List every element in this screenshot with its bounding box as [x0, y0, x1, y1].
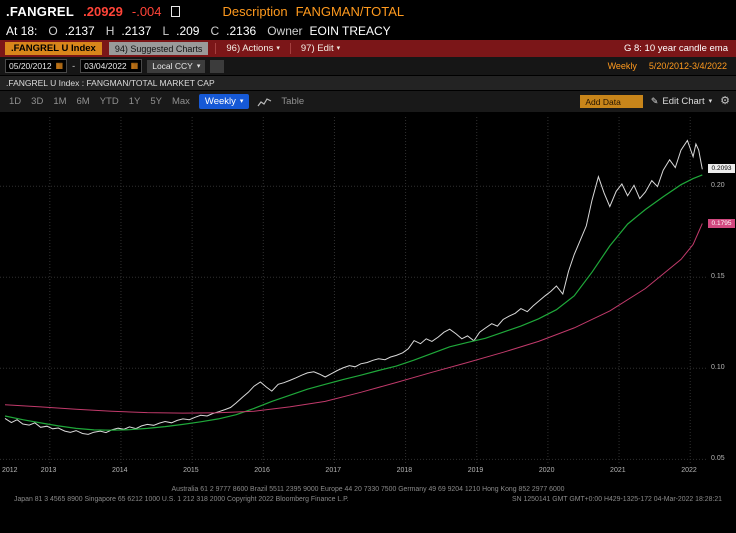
edit-menu[interactable]: 97) Edit ▾ [300, 43, 341, 54]
low-label: L [162, 24, 170, 38]
chart-area: 0.2093 0.1795 0.05 0.10 0.15 0.20 2012 2013 2… [0, 113, 736, 479]
chevron-down-icon: ▾ [196, 62, 201, 70]
period-dropdown[interactable]: Weekly ▾ [198, 94, 250, 109]
high-label: H [105, 24, 115, 38]
pencil-icon: ✎ [650, 96, 659, 106]
menubar-separator [215, 43, 217, 54]
x-tick-label: 2015 [183, 467, 199, 474]
y-tick-label: 0.20 [711, 182, 725, 190]
gear-icon[interactable]: ⚙ [720, 95, 730, 107]
chart-title: .FANGREL U Index : FANGMAN/TOTAL MARKET … [6, 78, 215, 88]
session-time-label: At 18: [6, 24, 38, 38]
calendar-icon: ▦ [130, 61, 139, 70]
range-button-5y[interactable]: 5Y [150, 96, 162, 107]
high-value: .2137 [121, 24, 152, 38]
x-tick-label: 2016 [254, 467, 270, 474]
table-button[interactable]: Table [281, 96, 305, 107]
chart-slot-label: G 8: 10 year candle ema [623, 43, 728, 54]
start-date-input[interactable]: 05/20/2012 ▦ [5, 59, 68, 73]
x-tick-label: 2019 [467, 467, 484, 474]
suggested-charts-button[interactable]: 94) Suggested Charts [108, 42, 209, 55]
description-field: Description FANGMAN/TOTAL [223, 4, 405, 19]
range-button-max[interactable]: Max [171, 96, 190, 107]
x-tick-label: 2013 [40, 467, 57, 474]
period-range-readout: Weekly 5/20/2012-3/4/2022 [608, 61, 731, 71]
chevron-down-icon: ▾ [336, 45, 341, 52]
currency-dropdown[interactable]: Local CCY ▾ [147, 59, 206, 73]
x-tick-label: 2022 [681, 467, 697, 474]
chevron-down-icon: ▾ [708, 98, 713, 105]
close-label: C [210, 24, 220, 38]
chart-plot[interactable] [0, 117, 708, 463]
low-value: .209 [176, 24, 200, 38]
y-tick-label: 0.05 [711, 455, 725, 463]
footer-session-info: SN 1250141 GMT GMT+0:00 H429-1325-172 04… [512, 496, 722, 503]
footer-contacts-line1: Australia 61 2 9777 8600 Brazil 5511 239… [171, 486, 565, 493]
owner-label: Owner [267, 24, 303, 38]
calendar-icon: ▦ [55, 61, 64, 70]
y-tick-label: 0.10 [711, 364, 725, 372]
chart-toolbar: 1D 3D 1M 6M YTD 1Y 5Y Max Weekly ▾ Table Add Dat… [0, 91, 736, 113]
menubar-separator [289, 43, 291, 54]
ticker-symbol: .FANGREL [6, 4, 75, 19]
edit-chart-button[interactable]: ✎ Edit Chart ▾ [650, 96, 713, 107]
chart-title-bar: .FANGREL U Index : FANGMAN/TOTAL MARKET … [0, 76, 736, 91]
end-date-input[interactable]: 03/04/2022 ▦ [80, 59, 143, 73]
range-button-1y[interactable]: 1Y [128, 96, 141, 107]
x-tick-label: 2021 [610, 467, 626, 474]
range-button-1m[interactable]: 1M [53, 96, 67, 107]
chevron-down-icon: ▾ [276, 45, 280, 52]
open-label: O [48, 24, 58, 38]
period-readout: Weekly [607, 61, 637, 71]
terminal-footer: Australia 61 2 9777 8600 Brazil 5511 239… [0, 479, 736, 533]
date-separator: - [72, 61, 76, 71]
description-label: Description [222, 4, 288, 19]
quote-header: .FANGREL .20929 -.004 Description FANGMA… [0, 0, 736, 40]
x-tick-label: 2017 [325, 467, 341, 474]
y-tick-label: 0.15 [711, 273, 725, 281]
x-tick-label: 2014 [111, 467, 128, 474]
actions-menu[interactable]: 96) Actions ▾ [226, 43, 280, 54]
description-value: FANGMAN/TOTAL [295, 4, 405, 19]
last-price-value: .20929 [83, 4, 123, 19]
last-price-box: 0.2093 [708, 164, 735, 174]
range-readout: 5/20/2012-3/4/2022 [648, 61, 727, 71]
time-axis: 2012 2013 2014 2015 2016 2017 2018 2019 2020 2021… [0, 465, 712, 479]
chevron-down-icon: ▾ [239, 98, 244, 105]
footer-contacts-line2: Japan 81 3 4565 8900 Singapore 65 6212 1… [14, 496, 349, 503]
add-data-input[interactable]: Add Data [580, 95, 643, 108]
ma-price-box: 0.1795 [708, 218, 735, 228]
x-tick-label: 2012 [2, 467, 18, 474]
security-field[interactable]: .FANGREL U Index [5, 42, 102, 55]
price-change-value: -.004 [131, 4, 162, 19]
date-range-bar: 05/20/2012 ▦ - 03/04/2022 ▦ Local CCY ▾ Wee… [0, 57, 736, 76]
range-button-1d[interactable]: 1D [9, 96, 22, 107]
function-menubar: .FANGREL U Index 94) Suggested Charts 96… [0, 40, 736, 57]
owner-value: EOIN TREACY [309, 24, 391, 38]
range-button-group: 1D 3D 1M 6M YTD 1Y 5Y Max [4, 96, 195, 107]
open-value: .2137 [64, 24, 95, 38]
price-axis: 0.2093 0.1795 0.05 0.10 0.15 0.20 [708, 117, 736, 463]
secondary-dropdown[interactable] [210, 59, 225, 73]
range-button-6m[interactable]: 6M [76, 96, 90, 107]
close-value: .2136 [226, 24, 257, 38]
status-flag-icon [170, 6, 180, 17]
x-tick-label: 2020 [538, 467, 555, 474]
range-button-ytd[interactable]: YTD [99, 96, 119, 107]
ohlc-row: At 18: O .2137 H .2137 L .209 C .2136 Ow… [0, 22, 736, 40]
line-chart-type-icon[interactable] [253, 96, 276, 108]
range-button-3d[interactable]: 3D [31, 96, 44, 107]
x-tick-label: 2018 [396, 467, 413, 474]
